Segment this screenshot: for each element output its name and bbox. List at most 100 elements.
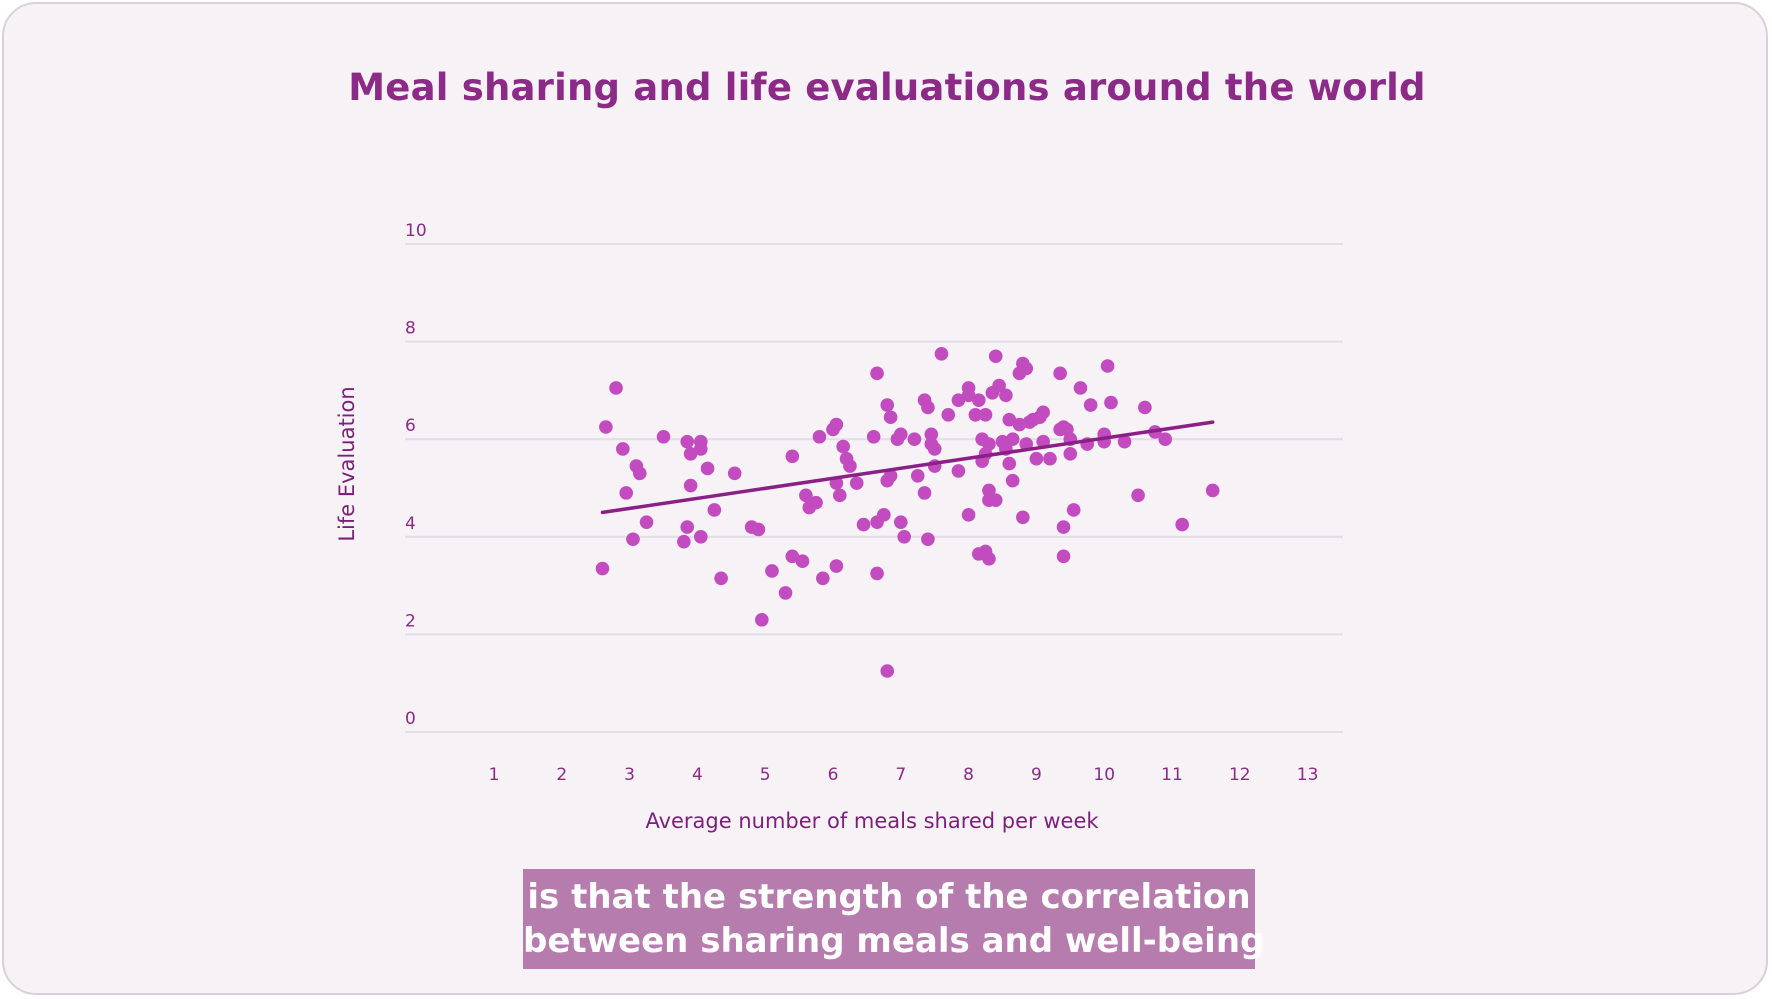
data-point bbox=[951, 393, 966, 407]
data-point bbox=[812, 429, 827, 444]
data-point bbox=[951, 464, 966, 478]
chart-title: Meal sharing and life evaluations around… bbox=[348, 66, 1426, 109]
data-point bbox=[700, 461, 715, 476]
data-point bbox=[785, 549, 800, 564]
data-point bbox=[1117, 434, 1132, 449]
data-point bbox=[1066, 503, 1081, 517]
data-point bbox=[910, 469, 925, 483]
data-point bbox=[971, 393, 986, 407]
y-tick-label: 4 bbox=[405, 514, 416, 534]
data-point bbox=[1083, 398, 1098, 412]
data-point bbox=[921, 400, 935, 415]
gridlines bbox=[405, 243, 1343, 733]
data-point bbox=[843, 459, 857, 473]
data-point bbox=[927, 442, 942, 456]
data-point bbox=[1056, 549, 1071, 564]
data-point bbox=[683, 447, 698, 461]
data-point bbox=[677, 534, 691, 549]
x-tick-label: 6 bbox=[828, 765, 839, 785]
y-tick-labels: 0 2 4 6 8 10 bbox=[405, 221, 427, 729]
data-point bbox=[999, 388, 1013, 403]
data-point bbox=[917, 486, 932, 500]
data-point bbox=[866, 429, 881, 444]
x-tick-label: 10 bbox=[1093, 765, 1115, 785]
data-point bbox=[870, 566, 884, 581]
data-point bbox=[870, 366, 884, 381]
data-point bbox=[1019, 361, 1034, 376]
data-point bbox=[880, 473, 895, 488]
data-point bbox=[751, 522, 766, 537]
data-point bbox=[1158, 432, 1173, 447]
x-tick-label: 8 bbox=[963, 765, 974, 785]
data-point bbox=[609, 381, 623, 395]
data-point bbox=[982, 483, 996, 498]
data-point bbox=[632, 466, 647, 481]
data-point bbox=[961, 381, 976, 395]
x-tick-label: 4 bbox=[692, 765, 703, 785]
data-point bbox=[1063, 447, 1078, 461]
x-tick-label: 1 bbox=[489, 765, 500, 785]
data-point bbox=[799, 488, 813, 503]
data-point bbox=[765, 564, 779, 578]
data-point bbox=[707, 503, 722, 517]
y-tick-label: 8 bbox=[405, 319, 416, 339]
caption-line-1: is that the strength of the correlation bbox=[527, 877, 1251, 917]
data-point bbox=[816, 571, 830, 586]
trendline bbox=[600, 420, 1215, 515]
data-point bbox=[1016, 510, 1030, 525]
trendline-group bbox=[600, 420, 1215, 515]
data-point bbox=[626, 532, 640, 547]
data-point bbox=[1012, 417, 1027, 432]
y-axis-title: Life Evaluation bbox=[335, 386, 359, 541]
x-tick-label: 12 bbox=[1229, 765, 1251, 785]
data-point bbox=[693, 530, 708, 544]
data-point bbox=[1029, 451, 1044, 466]
data-point bbox=[982, 551, 996, 566]
y-tick-label: 6 bbox=[405, 416, 416, 436]
data-point bbox=[894, 427, 908, 442]
data-point bbox=[1032, 410, 1047, 425]
x-tick-labels: 1 2 3 4 5 6 7 8 9 10 11 12 13 bbox=[489, 765, 1319, 785]
x-tick-label: 11 bbox=[1161, 765, 1183, 785]
data-point bbox=[880, 398, 895, 412]
data-point bbox=[785, 449, 800, 464]
data-point bbox=[693, 442, 708, 456]
data-point bbox=[595, 561, 610, 576]
data-point bbox=[680, 520, 695, 534]
data-point bbox=[809, 495, 823, 510]
data-point bbox=[1056, 520, 1071, 534]
data-point bbox=[988, 349, 1003, 364]
data-point bbox=[880, 664, 895, 678]
data-point bbox=[619, 486, 634, 500]
data-point bbox=[1002, 412, 1017, 427]
data-point bbox=[1205, 483, 1220, 498]
data-point bbox=[599, 420, 613, 434]
data-point bbox=[921, 532, 935, 547]
data-point bbox=[1005, 473, 1020, 488]
data-point bbox=[1138, 400, 1152, 415]
data-point bbox=[829, 559, 844, 573]
data-point bbox=[941, 408, 956, 422]
y-tick-label: 0 bbox=[405, 709, 416, 729]
data-point bbox=[755, 612, 769, 627]
data-point bbox=[836, 439, 850, 454]
data-point bbox=[1131, 488, 1145, 503]
data-point bbox=[1073, 381, 1088, 395]
data-point bbox=[978, 408, 993, 422]
data-point bbox=[856, 517, 871, 532]
data-point bbox=[639, 515, 654, 529]
data-point bbox=[968, 408, 983, 422]
data-points bbox=[595, 347, 1220, 678]
data-point bbox=[829, 417, 844, 432]
data-point bbox=[894, 515, 908, 529]
data-point bbox=[778, 586, 793, 600]
x-tick-label: 7 bbox=[895, 765, 906, 785]
data-point bbox=[1053, 366, 1067, 381]
data-point bbox=[971, 547, 986, 561]
y-tick-label: 10 bbox=[405, 221, 427, 241]
x-tick-label: 13 bbox=[1297, 765, 1319, 785]
data-point bbox=[727, 466, 742, 481]
x-tick-label: 9 bbox=[1031, 765, 1042, 785]
data-point bbox=[1002, 456, 1017, 471]
